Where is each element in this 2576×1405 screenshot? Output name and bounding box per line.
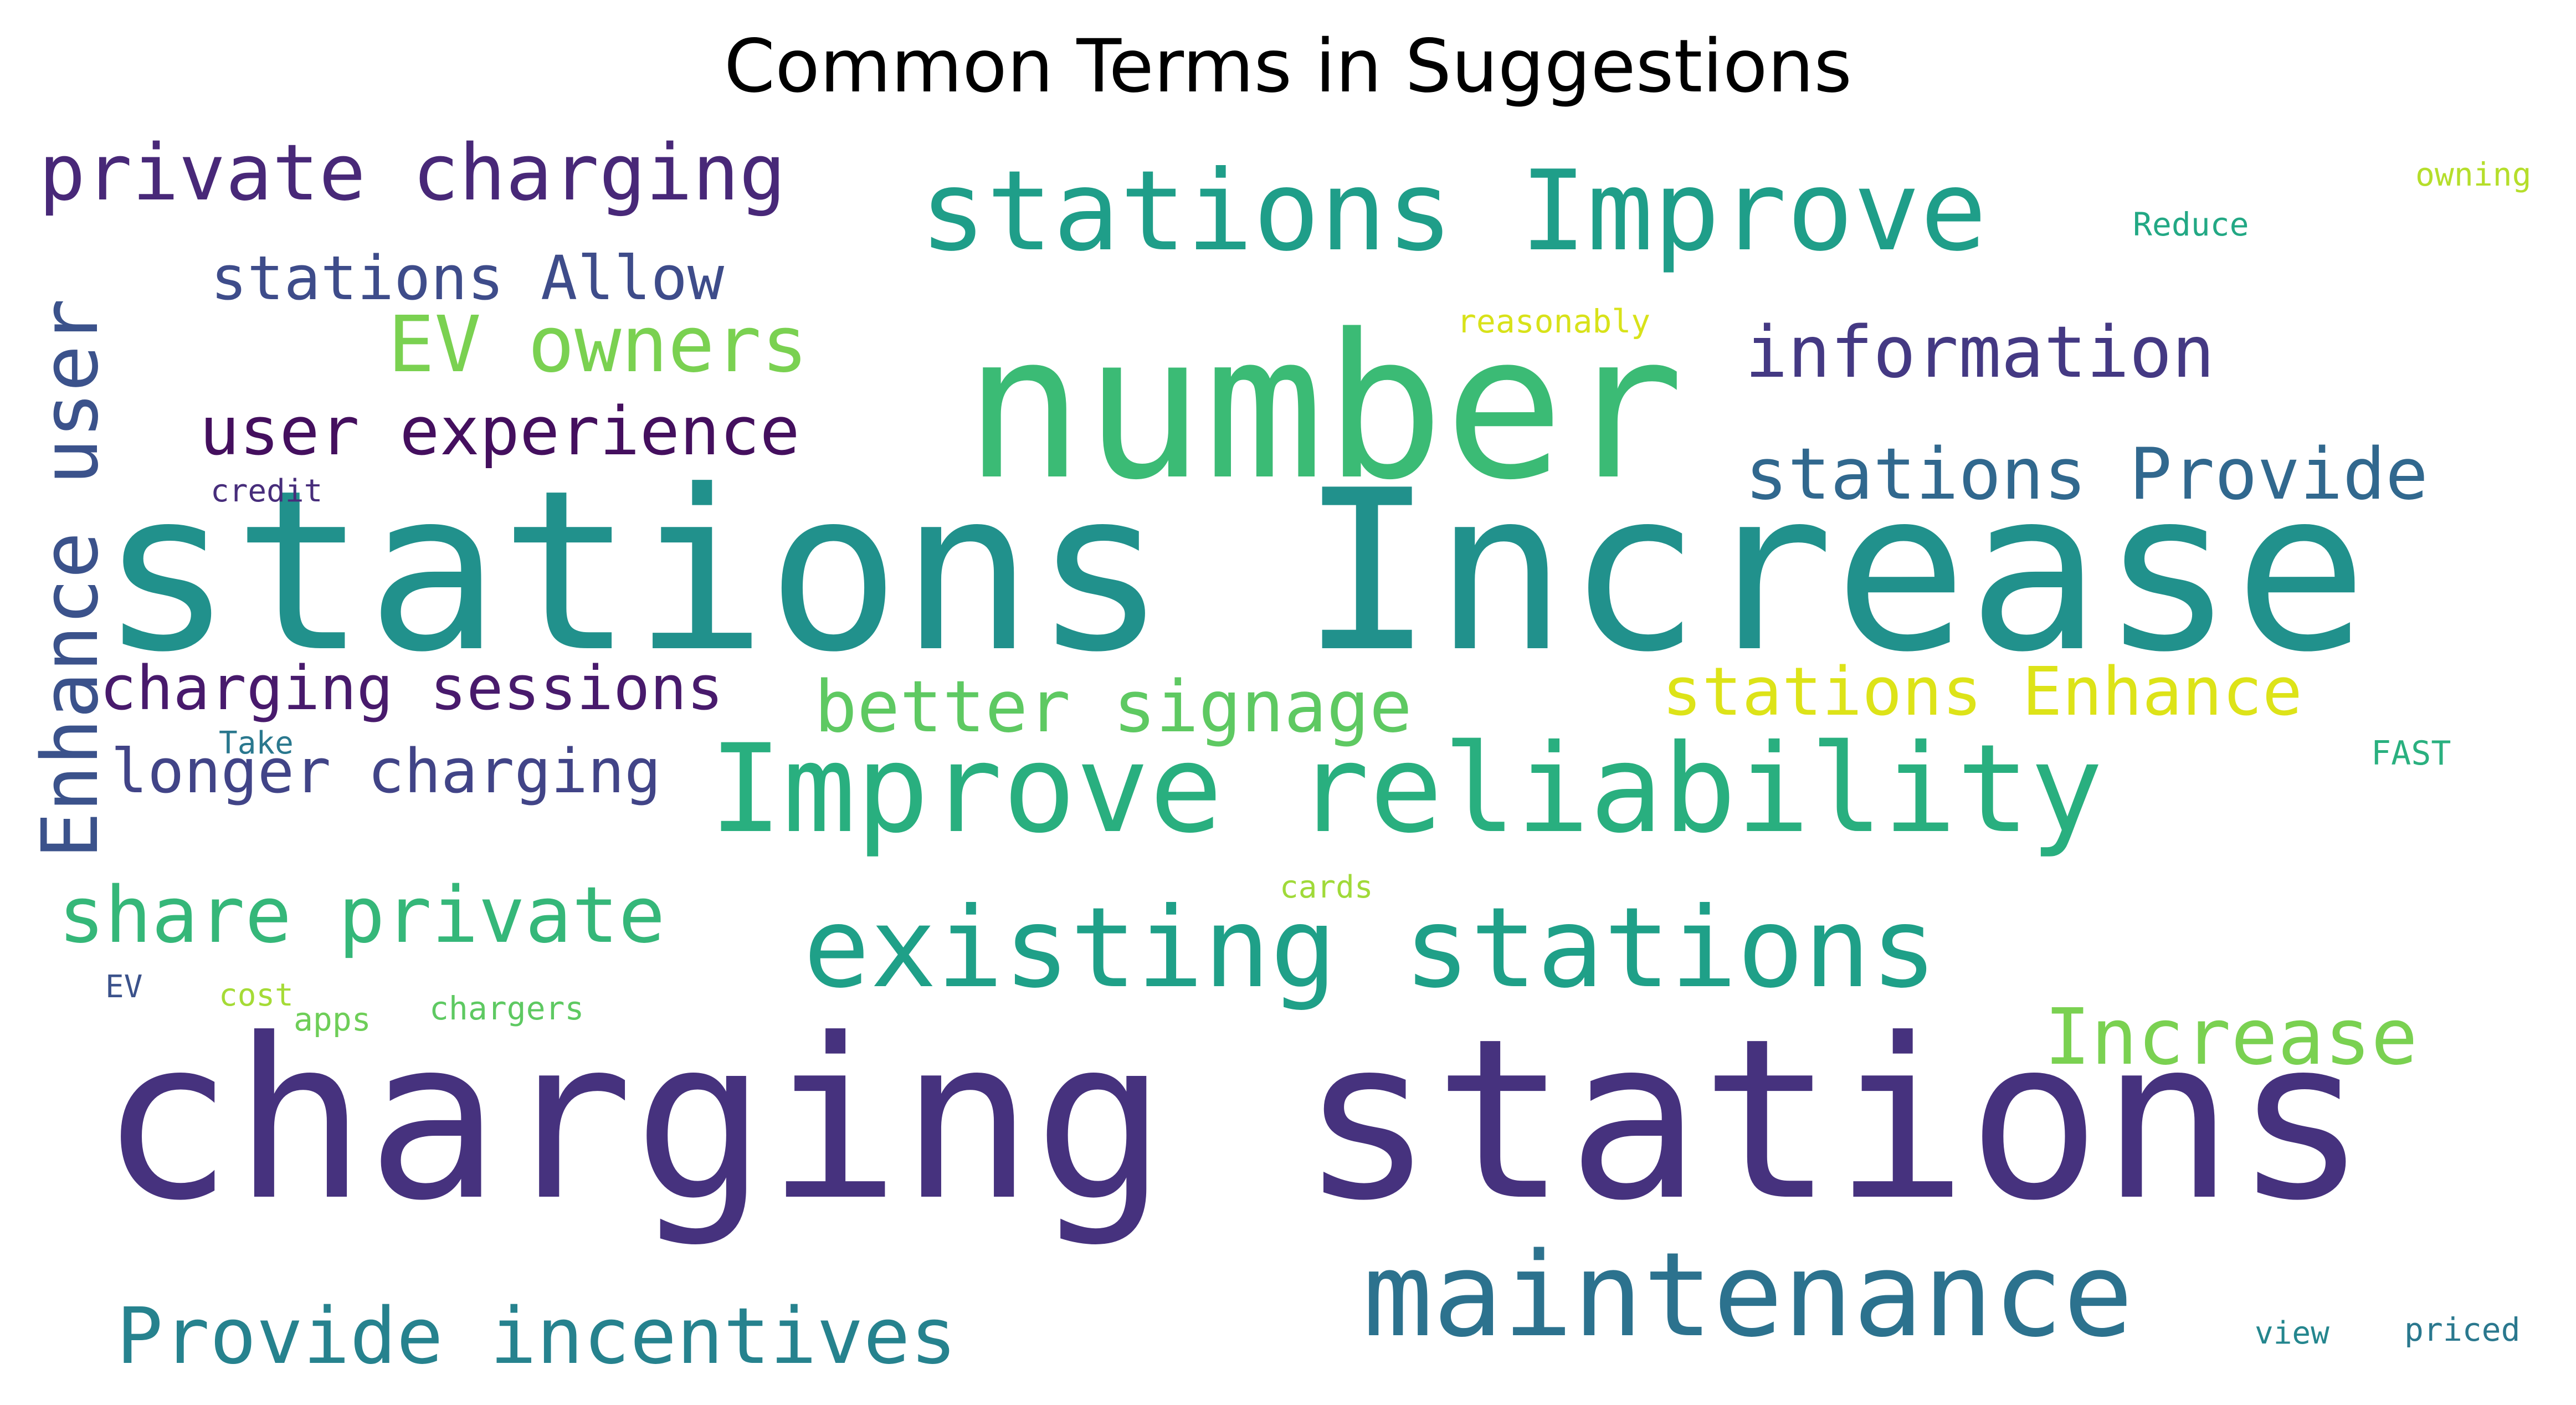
word-cloud-term: stations Allow — [211, 243, 725, 314]
figure-title: Common Terms in Suggestions — [723, 24, 1853, 109]
word-cloud-term: Enhance user — [25, 299, 116, 859]
word-cloud-term: better signage — [814, 666, 1412, 748]
word-cloud-term: FAST — [2371, 734, 2451, 773]
word-cloud-term: private charging — [39, 128, 786, 218]
word-cloud-term: owning — [2415, 156, 2532, 193]
word-cloud-term: cards — [1280, 869, 1373, 905]
word-cloud-term: stations Increase — [100, 443, 2368, 701]
word-cloud-term: stations Improve — [920, 147, 1987, 276]
word-cloud-term: Provide incentives — [116, 1291, 957, 1382]
word-cloud-term: Reduce — [2133, 206, 2249, 243]
word-cloud-term: user experience — [199, 393, 800, 470]
word-cloud-term: information — [1745, 311, 2215, 394]
word-cloud-term: existing stations — [803, 884, 1937, 1013]
word-cloud-term: Improve reliability — [709, 718, 2103, 860]
word-cloud-term: stations Provide — [1745, 433, 2428, 516]
word-cloud-term: credit — [211, 473, 322, 509]
word-cloud-term: EV owners — [388, 300, 808, 390]
word-cloud-term: charging sessions — [100, 653, 723, 724]
word-cloud-term: chargers — [429, 989, 584, 1027]
word-cloud-term: reasonably — [1457, 302, 1650, 340]
word-cloud-term: view — [2255, 1315, 2329, 1351]
word-cloud-term: apps — [294, 1001, 371, 1038]
word-cloud-term: stations Enhance — [1662, 654, 2302, 731]
word-cloud-term: maintenance — [1363, 1227, 2133, 1363]
word-cloud-term: priced — [2404, 1311, 2521, 1348]
word-cloud-term: Increase — [2044, 992, 2418, 1083]
word-cloud-term: longer charging — [111, 736, 661, 807]
word-cloud-term: Take — [219, 725, 294, 761]
word-cloud-term: EV — [105, 969, 142, 1005]
word-cloud-term: cost — [219, 977, 294, 1013]
word-cloud-term: share private — [58, 870, 665, 961]
word-cloud-term: charging stations — [100, 992, 2368, 1249]
word-cloud-term: number — [964, 291, 1684, 524]
